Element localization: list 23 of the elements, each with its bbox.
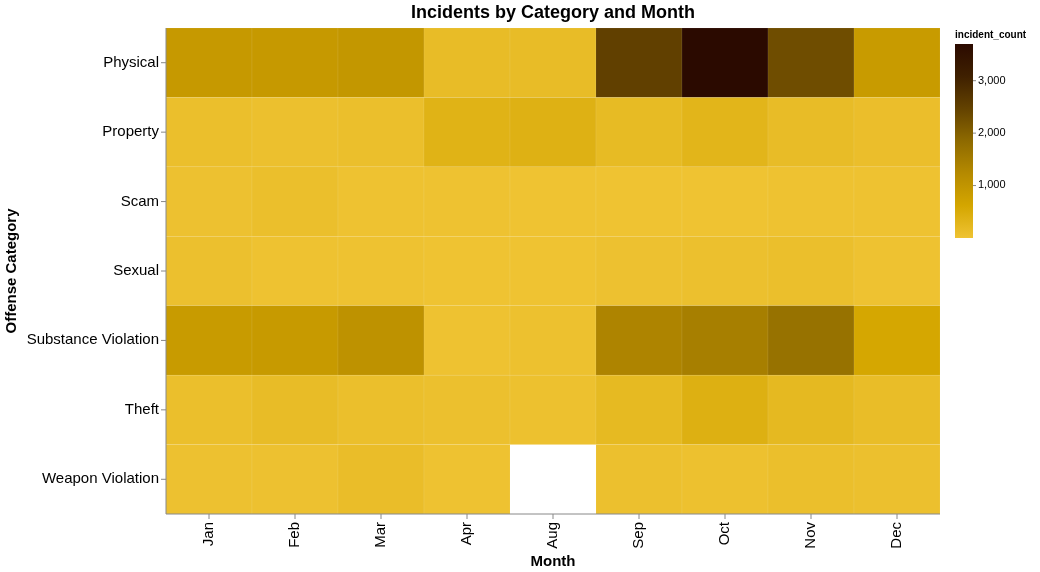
chart-title: Incidents by Category and Month xyxy=(410,2,696,22)
x-tick-label: Mar xyxy=(370,522,388,548)
y-tick-label: Sexual xyxy=(113,260,159,278)
y-tick-label: Scam xyxy=(120,191,159,209)
y-axis-title: Offense Category xyxy=(2,207,19,334)
x-tick-label: Dec xyxy=(886,521,904,549)
y-tick-label: Physical xyxy=(103,52,159,70)
color-bar-title: incident_count xyxy=(955,29,1027,40)
x-tick-label: Feb xyxy=(284,522,302,548)
color-bar-label: 3,000 xyxy=(978,73,1006,86)
x-tick-label: Nov xyxy=(800,521,818,549)
y-tick-label: Substance Violation xyxy=(26,330,159,348)
color-bar-label: 2,000 xyxy=(978,126,1006,139)
y-tick-label: Weapon Violation xyxy=(41,469,159,487)
x-tick-label: Jan xyxy=(198,522,216,547)
y-tick-label: Theft xyxy=(124,399,160,417)
x-axis-title: Month xyxy=(530,552,576,569)
x-tick-label: Aug xyxy=(542,522,560,549)
x-tick-label: Apr xyxy=(456,522,474,546)
x-tick-label: Sep xyxy=(628,522,646,549)
color-bar-label: 1,000 xyxy=(978,178,1006,191)
y-tick-label: Property xyxy=(102,122,160,140)
x-tick-label: Oct xyxy=(714,521,732,546)
